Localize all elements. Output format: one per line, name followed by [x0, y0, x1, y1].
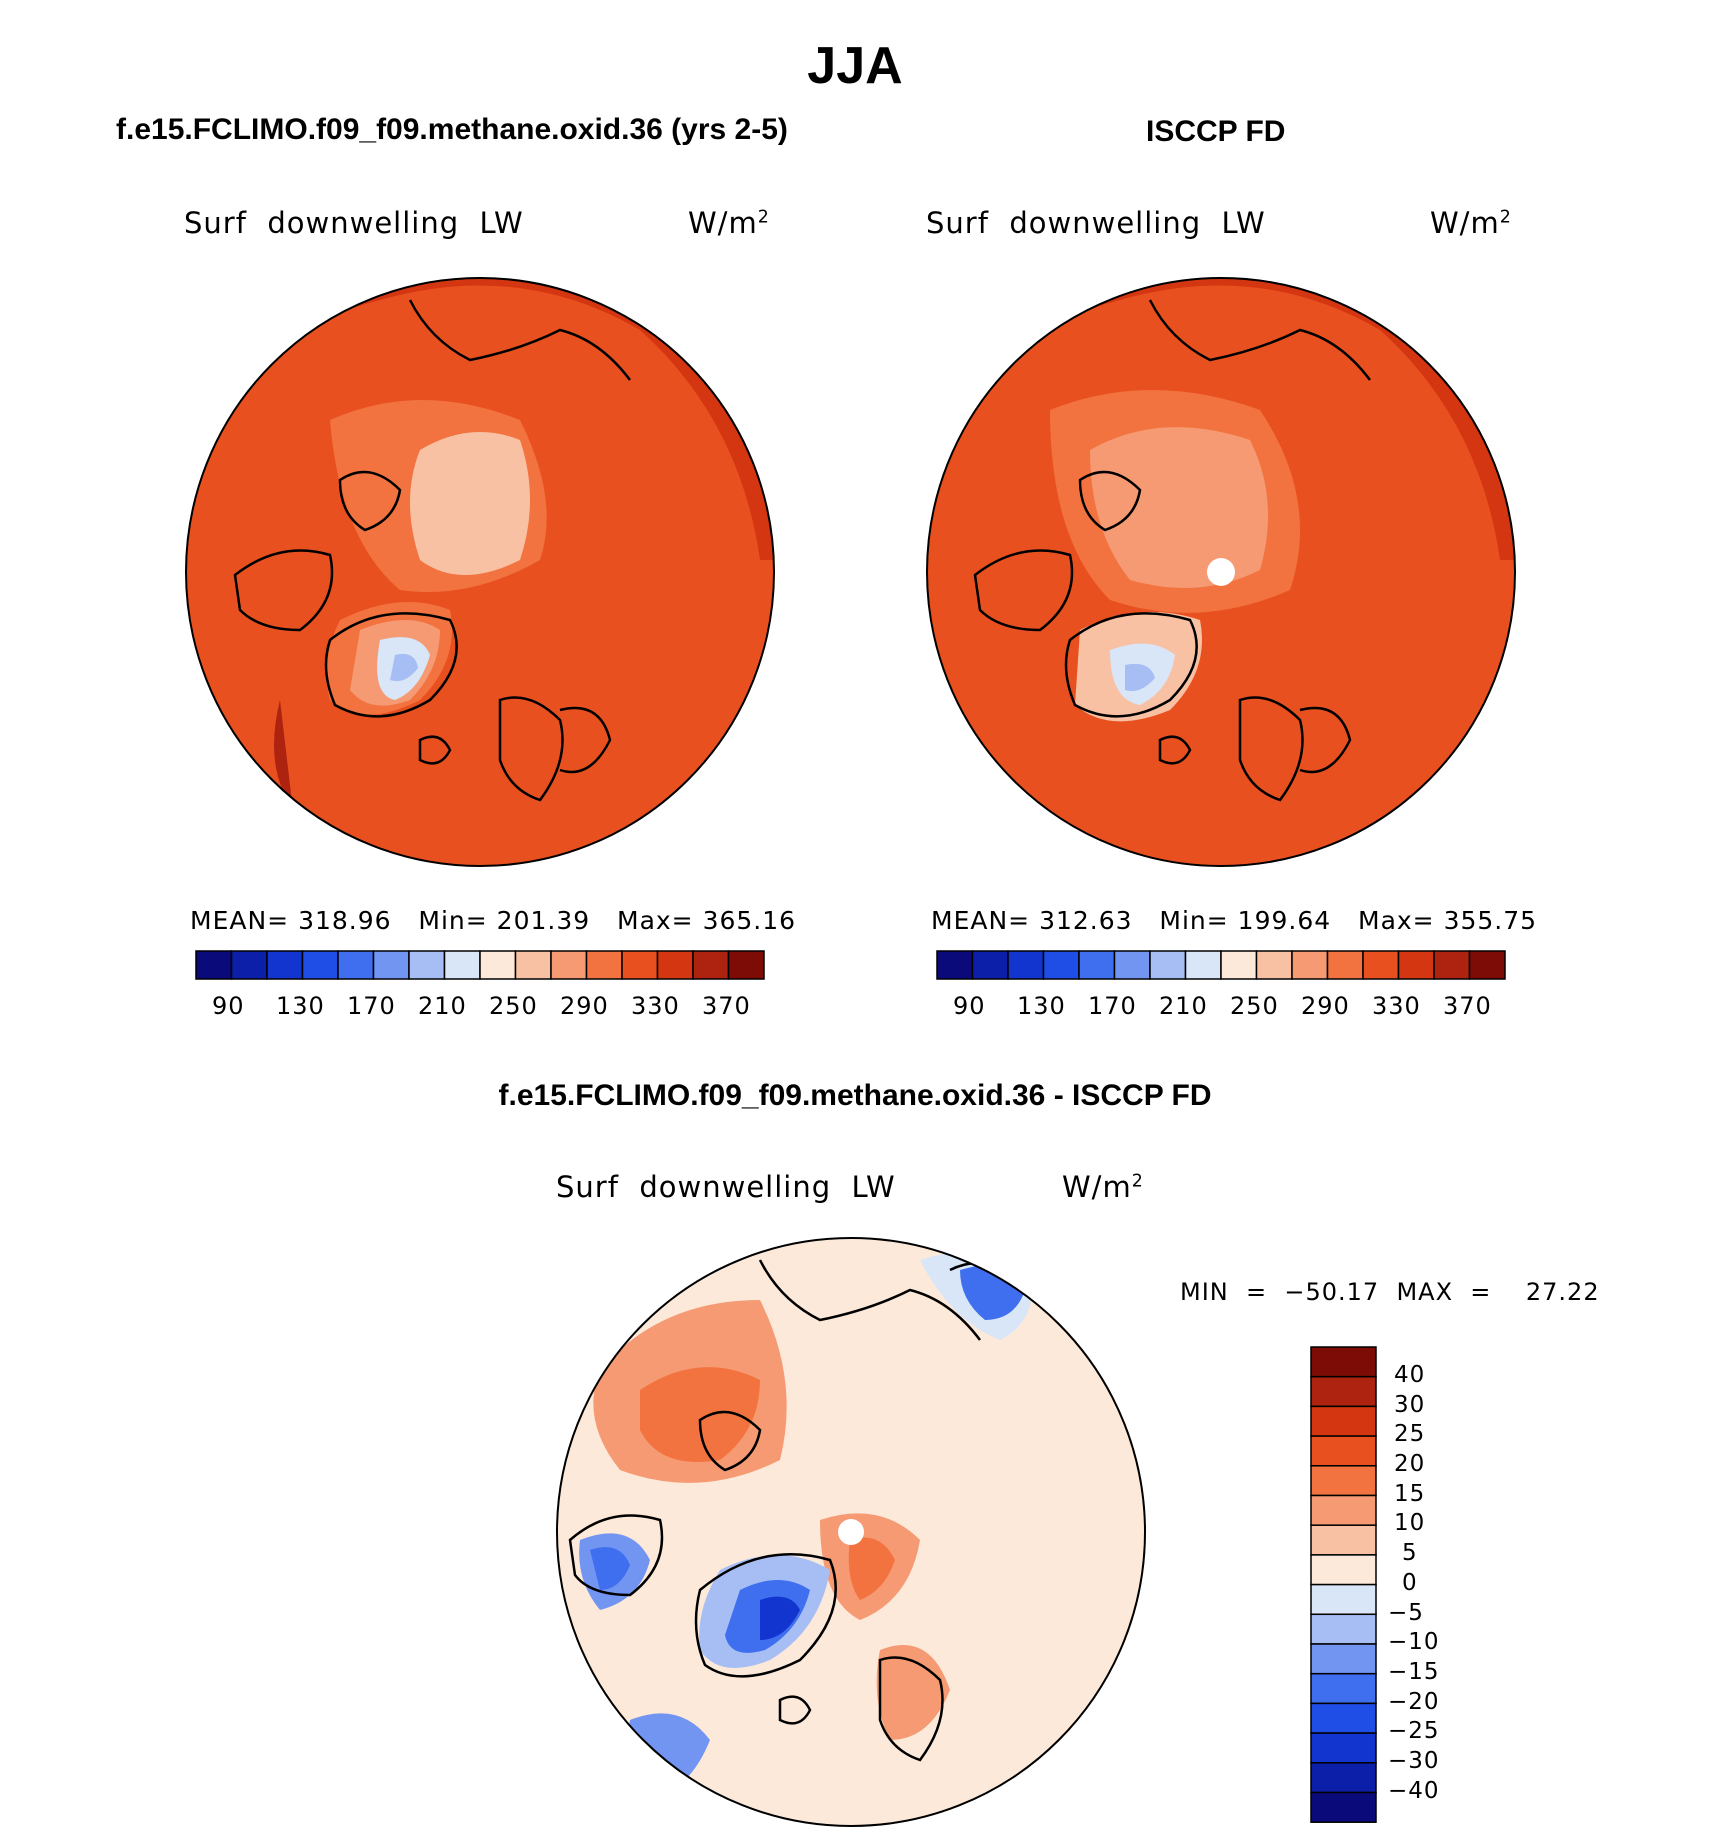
colorbar-tick: 210 — [1159, 992, 1208, 1020]
obs-units-label: W/m2 — [1430, 206, 1512, 240]
colorbar-tick: 330 — [1372, 992, 1421, 1020]
colorbar-tick: 5 — [1402, 1540, 1418, 1566]
colorbar-tick: 30 — [1394, 1392, 1426, 1418]
colorbar-tick: 0 — [1402, 1570, 1418, 1596]
colorbar-tick: 250 — [1230, 992, 1279, 1020]
obs-colorbar — [936, 950, 1506, 980]
colorbar-tick: 90 — [212, 992, 245, 1020]
colorbar-tick: 370 — [702, 992, 751, 1020]
colorbar-tick: 370 — [1443, 992, 1492, 1020]
colorbar-tick: −25 — [1388, 1718, 1440, 1744]
colorbar-tick: 20 — [1394, 1451, 1426, 1477]
model-panel-title: f.e15.FCLIMO.f09_f09.methane.oxid.36 (yr… — [116, 113, 788, 146]
diff-variable-label: Surf downwelling LW — [556, 1170, 896, 1204]
obs-panel-title: ISCCP FD — [1146, 115, 1286, 148]
colorbar-tick: 330 — [631, 992, 680, 1020]
diff-panel-title: f.e15.FCLIMO.f09_f09.methane.oxid.36 - I… — [498, 1079, 1212, 1112]
colorbar-tick: 130 — [1017, 992, 1066, 1020]
obs-variable-label: Surf downwelling LW — [926, 206, 1266, 240]
colorbar-tick: −30 — [1388, 1748, 1440, 1774]
colorbar-tick: 10 — [1394, 1510, 1426, 1536]
difference-polar-map — [557, 1238, 1145, 1826]
obs-stats: MEAN= 312.63 Min= 199.64 Max= 355.75 — [931, 906, 1538, 935]
colorbar-tick: 170 — [1088, 992, 1137, 1020]
colorbar-tick: 290 — [560, 992, 609, 1020]
colorbar-tick: 170 — [347, 992, 396, 1020]
colorbar-tick: 25 — [1394, 1421, 1426, 1447]
colorbar-tick: 210 — [418, 992, 467, 1020]
colorbar-tick: 250 — [489, 992, 538, 1020]
colorbar-tick: −10 — [1388, 1629, 1440, 1655]
season-title: JJA — [807, 37, 903, 95]
colorbar-tick: 290 — [1301, 992, 1350, 1020]
obs-polar-map — [927, 278, 1515, 866]
colorbar-tick: 15 — [1394, 1481, 1426, 1507]
model-units-label: W/m2 — [688, 206, 770, 240]
model-colorbar — [195, 950, 765, 980]
colorbar-tick: −5 — [1388, 1600, 1424, 1626]
model-variable-label: Surf downwelling LW — [184, 206, 524, 240]
colorbar-tick: 90 — [953, 992, 986, 1020]
colorbar-tick: 130 — [276, 992, 325, 1020]
colorbar-tick: −40 — [1388, 1778, 1440, 1804]
model-stats: MEAN= 318.96 Min= 201.39 Max= 365.16 — [190, 906, 797, 935]
diff-colorbar — [1310, 1346, 1377, 1823]
colorbar-tick: −20 — [1388, 1689, 1440, 1715]
diff-minmax: MIN = −50.17 MAX = 27.22 — [1180, 1278, 1600, 1306]
colorbar-tick: −15 — [1388, 1659, 1440, 1685]
diff-units-label: W/m2 — [1062, 1170, 1144, 1204]
colorbar-tick: 40 — [1394, 1362, 1426, 1388]
